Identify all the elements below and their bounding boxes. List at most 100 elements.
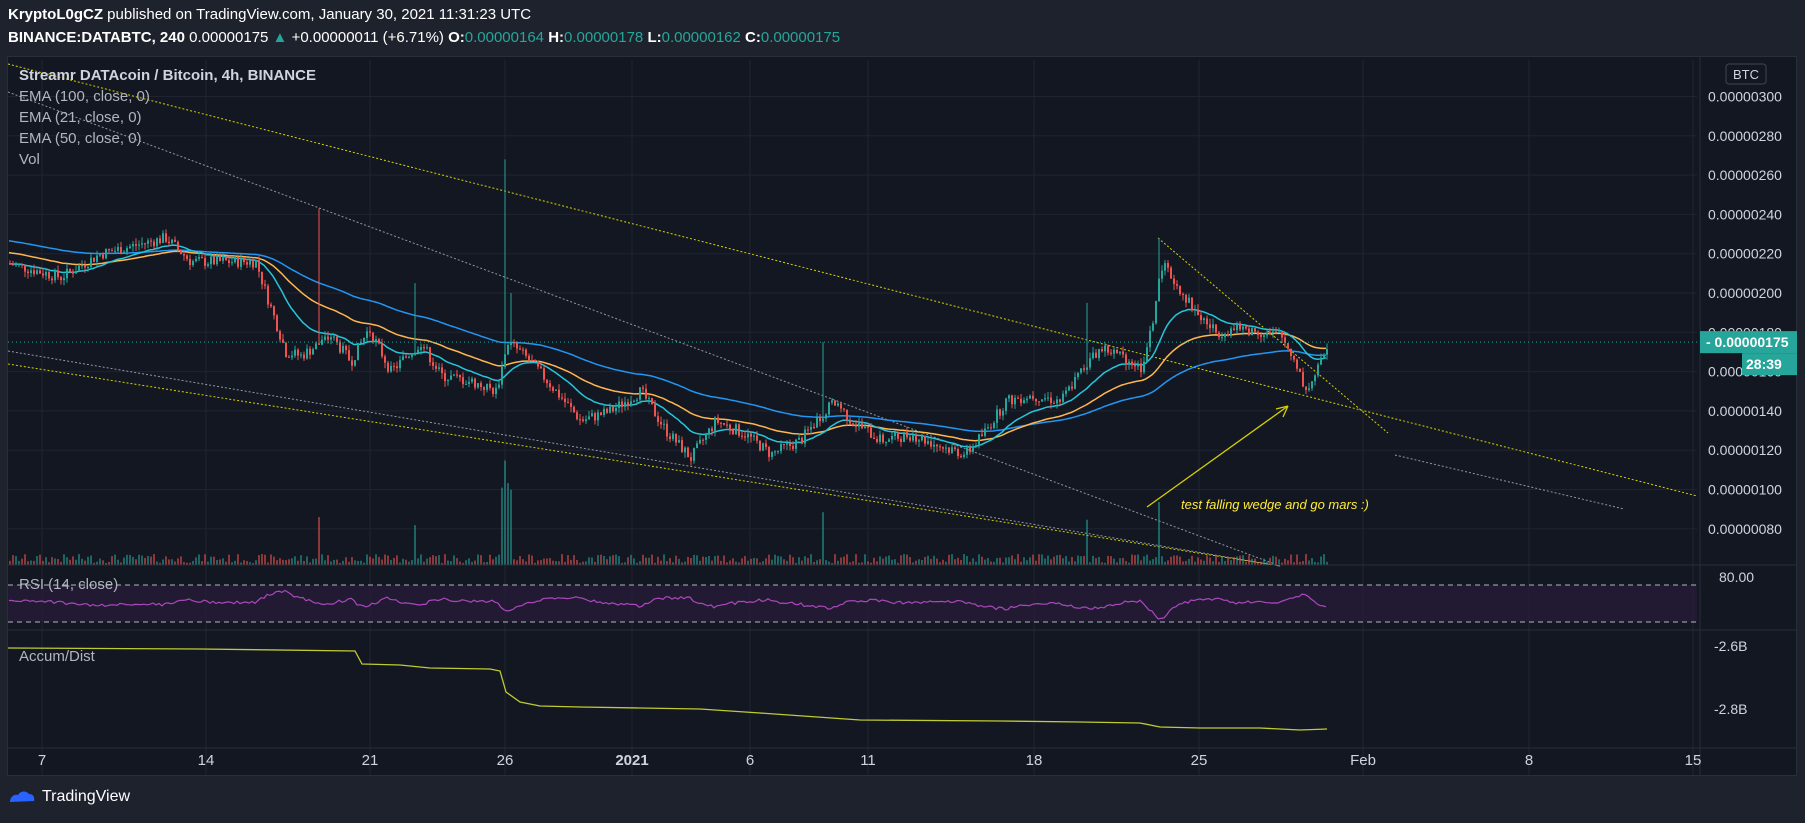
candle-body: [339, 342, 341, 353]
legend-ema100[interactable]: EMA (100, close, 0): [19, 88, 150, 105]
volume-bar: [513, 559, 515, 565]
candle-body: [1086, 367, 1088, 370]
volume-bar: [852, 561, 854, 565]
volume-bar: [1224, 561, 1226, 565]
open-label: O:: [448, 29, 465, 46]
high-value: 0.00000178: [564, 29, 644, 46]
volume-bar: [390, 559, 392, 565]
volume-bar: [165, 556, 167, 565]
candle-body: [1032, 395, 1034, 399]
candle-body: [516, 342, 518, 349]
candle-body: [720, 422, 722, 424]
volume-bar: [891, 559, 893, 565]
candle-body: [981, 434, 983, 436]
volume-bar: [888, 555, 890, 565]
candle-body: [474, 378, 476, 388]
candle-body: [333, 336, 335, 338]
candle-body: [222, 257, 224, 261]
volume-bar: [549, 558, 551, 565]
candle-body: [120, 247, 122, 254]
chart-frame[interactable]: [7, 56, 1797, 776]
ohlc-bar: BINANCE:DATABTC, 240 0.00000175 ▲ +0.000…: [8, 29, 840, 46]
volume-bar: [366, 554, 368, 565]
volume-bar: [726, 562, 728, 565]
candle-body: [702, 439, 704, 441]
candle-body: [255, 260, 257, 268]
candle-body: [909, 437, 911, 441]
open-value: 0.00000164: [464, 29, 545, 46]
candle-body: [918, 440, 920, 442]
candle-body: [1038, 401, 1040, 403]
candle-body: [1248, 328, 1250, 336]
candle-body: [297, 349, 299, 356]
volume-bar: [18, 560, 20, 565]
legend-ema50[interactable]: EMA (50, close, 0): [19, 130, 142, 147]
candle-body: [573, 406, 575, 413]
candle-body: [294, 349, 296, 356]
candle-body: [792, 445, 794, 449]
volume-bar: [327, 555, 329, 565]
candle-body: [711, 428, 713, 431]
volume-bar: [147, 555, 149, 565]
candle-body: [1023, 400, 1025, 404]
volume-bar: [357, 560, 359, 565]
volume-bar: [453, 555, 455, 565]
legend-accum-dist[interactable]: Accum/Dist: [19, 648, 95, 665]
volume-bar: [861, 562, 863, 565]
candle-body: [726, 424, 728, 426]
candle-body: [330, 337, 332, 340]
candle-body: [324, 336, 326, 340]
candle-body: [921, 436, 923, 441]
volume-bar: [198, 554, 200, 565]
volume-bar: [1284, 558, 1286, 565]
candle-body: [897, 432, 899, 439]
volume-bar: [432, 555, 434, 565]
candle-body: [669, 436, 671, 440]
volume-bar: [465, 560, 467, 565]
volume-bar: [15, 555, 17, 565]
candle-body: [837, 403, 839, 406]
volume-bar: [1299, 561, 1301, 565]
author-name[interactable]: KryptoL0gCZ: [8, 6, 103, 23]
candle-body: [1014, 397, 1016, 405]
legend-ema21[interactable]: EMA (21, close, 0): [19, 109, 142, 126]
candle-body: [36, 270, 38, 275]
candle-body: [366, 331, 368, 338]
volume-bar: [1122, 557, 1124, 565]
volume-bar: [516, 560, 518, 565]
volume-bar: [1320, 556, 1322, 565]
candle-body: [675, 433, 677, 443]
volume-bar: [69, 559, 71, 565]
volume-bar: [426, 558, 428, 565]
volume-bar: [1155, 557, 1157, 565]
candle-body: [408, 356, 410, 358]
candle-body: [78, 265, 80, 272]
legend-vol[interactable]: Vol: [19, 151, 40, 168]
footer-brand[interactable]: TradingView: [8, 788, 130, 806]
candle-body: [351, 360, 353, 366]
volume-bar: [1209, 557, 1211, 565]
volume-bar: [534, 562, 536, 565]
candle-body: [435, 365, 437, 369]
volume-bar: [993, 561, 995, 565]
candle-body: [360, 342, 362, 344]
legend-rsi[interactable]: RSI (14, close): [19, 576, 119, 593]
candle-body: [81, 265, 83, 267]
candle-body: [1128, 361, 1130, 365]
volume-bar: [27, 561, 29, 565]
volume-bar: [693, 554, 695, 565]
candle-body: [993, 422, 995, 429]
candle-body: [660, 421, 662, 425]
volume-bar: [354, 560, 356, 565]
candle-body: [498, 384, 500, 388]
candle-body: [1125, 354, 1127, 365]
volume-bar: [1260, 561, 1262, 565]
volume-bar: [441, 562, 443, 565]
candle-body: [933, 444, 935, 447]
volume-bar: [756, 558, 758, 565]
volume-bar: [174, 561, 176, 565]
volume-bar: [1212, 561, 1214, 565]
price-tick-label: 0.00000080: [1708, 521, 1782, 537]
candle-body: [597, 412, 599, 421]
